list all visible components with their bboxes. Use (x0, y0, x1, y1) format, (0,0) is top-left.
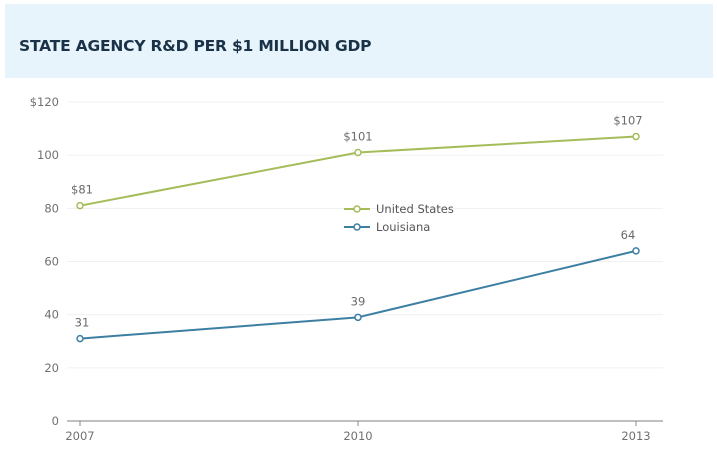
data-label-louisiana: 39 (351, 294, 366, 308)
x-tick-label: 2013 (621, 429, 650, 443)
data-point-louisiana (76, 334, 84, 343)
series (76, 132, 640, 343)
y-tick-label: 20 (44, 361, 59, 375)
data-point-united-states (76, 201, 84, 210)
data-label-louisiana: 64 (621, 228, 636, 242)
y-tick-label: 80 (44, 201, 59, 215)
data-label-united-states: $107 (613, 114, 642, 128)
y-tick-label: 0 (52, 414, 59, 428)
y-tick-label: 40 (44, 308, 59, 322)
data-label-united-states: $101 (343, 130, 372, 144)
axes: 0 20 40 60 80 100 $120 2007 2010 2013 (30, 95, 663, 443)
chart-header: STATE AGENCY R&D PER $1 MILLION GDP (5, 4, 713, 78)
y-tick-label: 100 (37, 148, 59, 162)
y-tick-label: $120 (30, 95, 59, 109)
data-point-united-states (632, 132, 640, 141)
data-label-louisiana: 31 (75, 316, 90, 330)
legend-label-united-states: United States (376, 202, 454, 216)
data-point-united-states (354, 148, 362, 157)
legend: United States Louisiana (344, 202, 454, 234)
x-tick-label: 2010 (343, 429, 372, 443)
y-tick-label: 60 (44, 255, 59, 269)
series-line-united-states (79, 135, 637, 207)
data-point-louisiana (632, 247, 640, 255)
data-labels: $81 $101 $107 31 39 64 (71, 114, 643, 330)
legend-marker-united-states (353, 205, 361, 213)
x-tick-label: 2007 (65, 429, 94, 443)
data-label-united-states: $81 (71, 183, 93, 197)
legend-marker-louisiana (353, 223, 361, 231)
data-point-louisiana (354, 313, 362, 322)
legend-label-louisiana: Louisiana (376, 220, 430, 234)
chart-title: STATE AGENCY R&D PER $1 MILLION GDP (19, 37, 372, 55)
